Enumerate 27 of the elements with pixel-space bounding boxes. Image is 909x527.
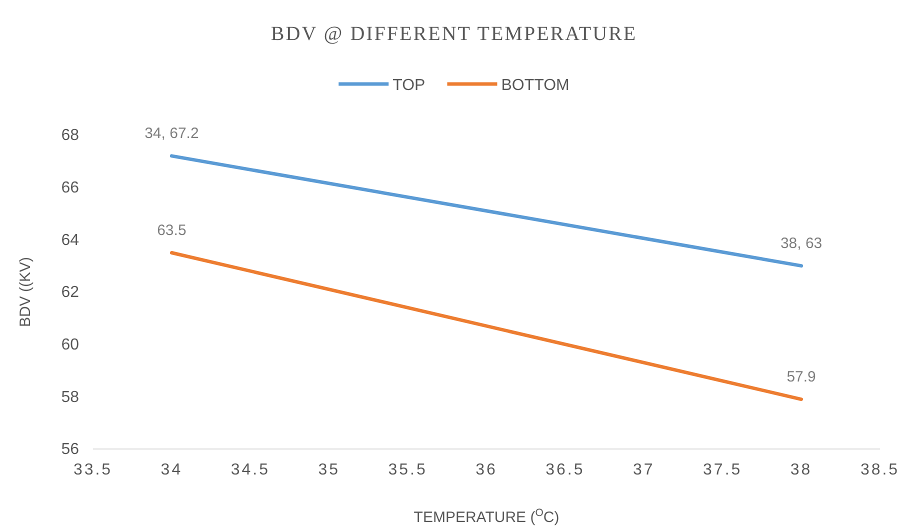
data-label: 38, 63	[780, 234, 822, 252]
y-tick-label: 56	[61, 441, 80, 458]
legend-label: BOTTOM	[501, 77, 570, 94]
x-axis-title: TEMPERATURE ($^{O}$C)	[414, 507, 560, 526]
x-tick-label: 35	[318, 461, 340, 478]
y-tick-label: 60	[61, 336, 80, 354]
x-tick-label: 33.5	[73, 461, 113, 478]
x-tick-label: 38.5	[860, 461, 900, 478]
x-tick-label: 36	[476, 461, 498, 478]
y-tick-label: 66	[61, 179, 80, 196]
x-tick-label: 37	[633, 461, 655, 478]
x-tick-label: 38	[790, 461, 812, 478]
x-tick-label: 36.5	[546, 461, 585, 478]
y-tick-label: 62	[61, 284, 80, 302]
data-label: 63.5	[157, 222, 186, 239]
x-tick-label: 37.5	[703, 461, 742, 478]
y-tick-label: 58	[61, 388, 80, 406]
y-tick-label: 64	[61, 232, 80, 249]
y-tick-label: 68	[61, 127, 80, 144]
legend-label: TOP	[392, 77, 426, 94]
x-tick-label: 34.5	[230, 461, 270, 478]
x-tick-label: 34	[160, 461, 183, 478]
y-axis-title: BDV ((KV)	[17, 256, 34, 328]
data-label: 34, 67.2	[144, 124, 199, 142]
x-tick-label: 35.5	[388, 461, 428, 478]
data-label: 57.9	[786, 368, 816, 386]
chart-title: BDV @ DIFFERENT TEMPERATURE	[270, 23, 638, 45]
